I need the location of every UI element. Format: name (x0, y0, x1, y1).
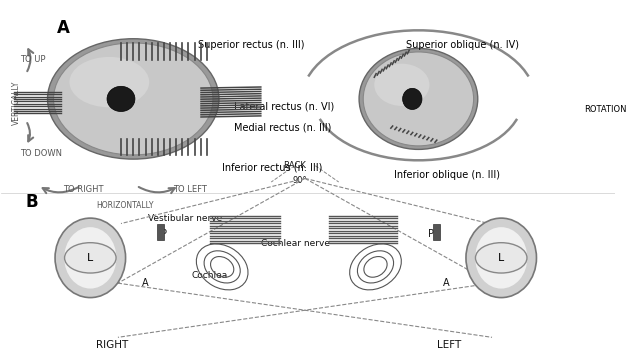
Ellipse shape (359, 48, 478, 149)
Ellipse shape (475, 227, 527, 289)
Text: 90°: 90° (292, 176, 307, 185)
Text: Superior oblique (n. IV): Superior oblique (n. IV) (406, 40, 519, 50)
Text: Medial rectus (n. III): Medial rectus (n. III) (235, 123, 332, 133)
Text: TO LEFT: TO LEFT (173, 185, 207, 194)
Ellipse shape (107, 86, 135, 111)
Text: Vestibular nerve: Vestibular nerve (148, 214, 223, 223)
Text: Inferior rectus (n. III): Inferior rectus (n. III) (222, 163, 323, 173)
Ellipse shape (374, 64, 429, 106)
Text: RIGHT: RIGHT (96, 340, 128, 349)
Text: BACK: BACK (283, 161, 306, 170)
Text: Inferior oblique (n. III): Inferior oblique (n. III) (394, 170, 500, 180)
Text: P: P (161, 229, 167, 240)
Text: TO DOWN: TO DOWN (20, 149, 61, 158)
Text: Lateral rectus (n. VI): Lateral rectus (n. VI) (235, 101, 335, 111)
Ellipse shape (64, 227, 117, 289)
Ellipse shape (466, 218, 536, 298)
Text: A: A (56, 19, 70, 37)
Ellipse shape (403, 88, 422, 110)
Text: VERTICALLY: VERTICALLY (13, 80, 22, 125)
Text: L: L (498, 246, 504, 256)
Text: B: B (26, 193, 39, 211)
Ellipse shape (55, 218, 126, 298)
Text: Superior rectus (n. III): Superior rectus (n. III) (198, 40, 304, 50)
Ellipse shape (48, 39, 219, 159)
Text: LEFT: LEFT (437, 340, 461, 349)
Text: A: A (443, 278, 450, 288)
Text: Cochlea: Cochlea (191, 272, 228, 280)
FancyBboxPatch shape (432, 223, 440, 240)
Text: Cochlear nerve: Cochlear nerve (261, 239, 330, 248)
Text: P: P (428, 229, 434, 240)
Text: A: A (142, 278, 149, 288)
Text: TO UP: TO UP (20, 55, 45, 64)
Ellipse shape (53, 43, 213, 155)
Text: L: L (498, 253, 504, 263)
Text: L: L (84, 246, 91, 256)
Text: L: L (87, 253, 93, 263)
Circle shape (65, 243, 116, 273)
Ellipse shape (363, 52, 474, 146)
FancyBboxPatch shape (157, 223, 164, 240)
Text: ROTATION: ROTATION (584, 105, 626, 114)
Ellipse shape (70, 57, 149, 107)
Text: TO RIGHT: TO RIGHT (63, 185, 103, 194)
Circle shape (476, 243, 527, 273)
Text: HORIZONTALLY: HORIZONTALLY (96, 201, 154, 210)
